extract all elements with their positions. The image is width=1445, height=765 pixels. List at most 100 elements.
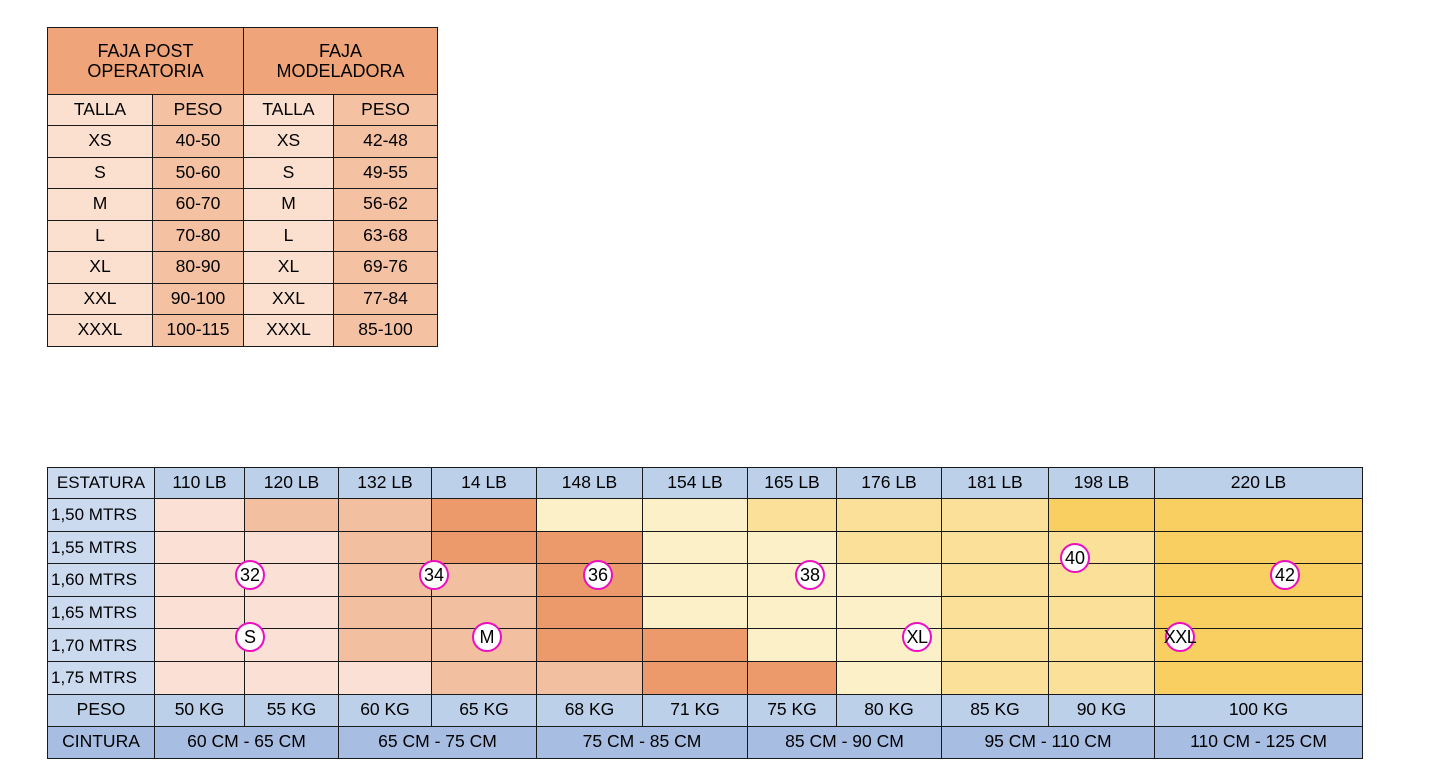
table-row: L 70-80 L 63-68 xyxy=(47,219,438,252)
heat-cell xyxy=(1048,595,1155,630)
heat-cell xyxy=(642,595,748,630)
row-header-cintura: CINTURA xyxy=(47,725,155,759)
size-marker-40: 40 xyxy=(1060,543,1090,573)
heat-cell xyxy=(536,530,643,565)
heat-cell xyxy=(642,530,748,565)
cell-weight-kg: 80 KG xyxy=(836,693,942,727)
heat-cell xyxy=(941,498,1049,532)
heat-cell xyxy=(941,563,1049,597)
cell-weight-kg: 50 KG xyxy=(154,693,245,727)
heat-cell xyxy=(1048,628,1155,662)
heat-cell xyxy=(1048,660,1155,695)
column-header-weight-lb: 110 LB xyxy=(154,467,245,499)
column-header-weight-lb: 165 LB xyxy=(747,467,837,499)
group-header-line-1: FAJA xyxy=(318,40,362,61)
cell-waist-range: 110 CM - 125 CM xyxy=(1154,725,1363,759)
heat-cell xyxy=(642,628,748,662)
heat-cell xyxy=(642,498,748,532)
cell-talla-b: XXXL xyxy=(243,314,334,347)
group-header-faja-post-operatoria: FAJA POST OPERATORIA xyxy=(47,27,244,95)
height-weight-matrix-container: ESTATURA 110 LB 120 LB 132 LB 14 LB 148 … xyxy=(47,467,1363,759)
table-row: XXXL 100-115 XXXL 85-100 xyxy=(47,314,438,347)
table-row: S 50-60 S 49-55 xyxy=(47,156,438,189)
table-column-header-row: TALLA PESO TALLA PESO xyxy=(47,94,438,126)
heat-cell xyxy=(536,595,643,630)
heat-cell xyxy=(536,498,643,532)
column-header-weight-lb: 120 LB xyxy=(244,467,339,499)
cell-talla-a: S xyxy=(47,156,153,189)
row-header-height: 1,65 MTRS xyxy=(47,595,155,630)
cell-weight-kg: 90 KG xyxy=(1048,693,1155,727)
cell-talla-a: XXL xyxy=(47,282,153,315)
corner-header-estatura: ESTATURA xyxy=(47,467,155,499)
heat-cell xyxy=(244,660,339,695)
size-weight-table-container: FAJA POST OPERATORIA FAJA MODELADORA TAL… xyxy=(47,27,438,347)
matrix-row: 1,50 MTRS xyxy=(47,498,1363,532)
heat-cell xyxy=(154,628,245,662)
cell-talla-b: XXL xyxy=(243,282,334,315)
column-header-peso-a: PESO xyxy=(152,94,244,126)
heat-cell xyxy=(338,563,432,597)
cell-talla-b: S xyxy=(243,156,334,189)
group-header-line-1: FAJA POST xyxy=(97,40,194,61)
heat-cell xyxy=(941,628,1049,662)
size-marker-m: M xyxy=(472,622,502,652)
matrix-header-row: ESTATURA 110 LB 120 LB 132 LB 14 LB 148 … xyxy=(47,467,1363,499)
column-header-weight-lb: 132 LB xyxy=(338,467,432,499)
heat-cell xyxy=(1154,563,1363,597)
cell-weight-kg: 100 KG xyxy=(1154,693,1363,727)
row-header-height: 1,75 MTRS xyxy=(47,660,155,695)
cell-weight-kg: 55 KG xyxy=(244,693,339,727)
heat-cell xyxy=(747,595,837,630)
heat-cell xyxy=(642,563,748,597)
table-row: XL 80-90 XL 69-76 xyxy=(47,251,438,284)
column-header-weight-lb: 181 LB xyxy=(941,467,1049,499)
column-header-talla-a: TALLA xyxy=(47,94,153,126)
heat-cell xyxy=(941,530,1049,565)
heat-cell xyxy=(338,498,432,532)
heat-cell xyxy=(154,563,245,597)
matrix-peso-row: PESO 50 KG 55 KG 60 KG 65 KG 68 KG 71 KG… xyxy=(47,693,1363,727)
heat-cell xyxy=(941,660,1049,695)
cell-talla-a: M xyxy=(47,188,153,221)
cell-talla-b: M xyxy=(243,188,334,221)
cell-peso-a: 50-60 xyxy=(152,156,244,189)
cell-peso-b: 69-76 xyxy=(333,251,438,284)
table-row: XS 40-50 XS 42-48 xyxy=(47,125,438,158)
cell-talla-a: L xyxy=(47,219,153,252)
faja-size-table: FAJA POST OPERATORIA FAJA MODELADORA TAL… xyxy=(47,27,438,347)
heat-cell xyxy=(836,563,942,597)
matrix-cintura-row: CINTURA 60 CM - 65 CM 65 CM - 75 CM 75 C… xyxy=(47,725,1363,759)
heat-cell xyxy=(536,628,643,662)
matrix-row: 1,55 MTRS xyxy=(47,530,1363,565)
cell-talla-a: XL xyxy=(47,251,153,284)
cell-peso-a: 80-90 xyxy=(152,251,244,284)
table-row: M 60-70 M 56-62 xyxy=(47,188,438,221)
column-header-weight-lb: 14 LB xyxy=(431,467,537,499)
column-header-talla-b: TALLA xyxy=(243,94,334,126)
row-header-height: 1,60 MTRS xyxy=(47,563,155,597)
cell-peso-a: 70-80 xyxy=(152,219,244,252)
heat-cell xyxy=(747,498,837,532)
cell-peso-a: 90-100 xyxy=(152,282,244,315)
row-header-peso: PESO xyxy=(47,693,155,727)
heat-cell xyxy=(431,498,537,532)
cell-peso-a: 60-70 xyxy=(152,188,244,221)
heat-cell xyxy=(431,660,537,695)
heat-cell xyxy=(1154,498,1363,532)
heat-cell xyxy=(338,628,432,662)
group-header-line-2: MODELADORA xyxy=(276,61,405,81)
cell-waist-range: 85 CM - 90 CM xyxy=(747,725,942,759)
column-header-peso-b: PESO xyxy=(333,94,438,126)
group-header-line-2: OPERATORIA xyxy=(87,61,204,81)
cell-talla-b: L xyxy=(243,219,334,252)
heat-cell xyxy=(642,660,748,695)
heat-cell xyxy=(747,660,837,695)
column-header-weight-lb: 198 LB xyxy=(1048,467,1155,499)
column-header-weight-lb: 176 LB xyxy=(836,467,942,499)
heat-cell xyxy=(244,595,339,630)
cell-peso-b: 42-48 xyxy=(333,125,438,158)
heat-cell xyxy=(338,660,432,695)
column-header-weight-lb: 154 LB xyxy=(642,467,748,499)
cell-peso-b: 56-62 xyxy=(333,188,438,221)
